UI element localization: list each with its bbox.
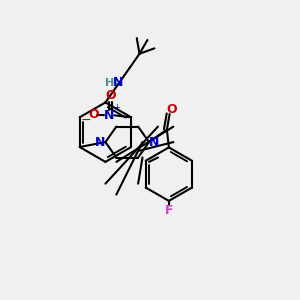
- Text: N: N: [95, 136, 106, 148]
- Text: N: N: [104, 109, 115, 122]
- Text: +: +: [113, 103, 120, 112]
- Text: N: N: [149, 136, 159, 148]
- Text: F: F: [165, 204, 173, 217]
- Text: N: N: [113, 76, 123, 89]
- Text: O: O: [105, 89, 116, 102]
- Text: O: O: [166, 103, 177, 116]
- Text: H: H: [105, 78, 115, 88]
- Text: O: O: [88, 108, 99, 121]
- Text: −: −: [80, 114, 91, 127]
